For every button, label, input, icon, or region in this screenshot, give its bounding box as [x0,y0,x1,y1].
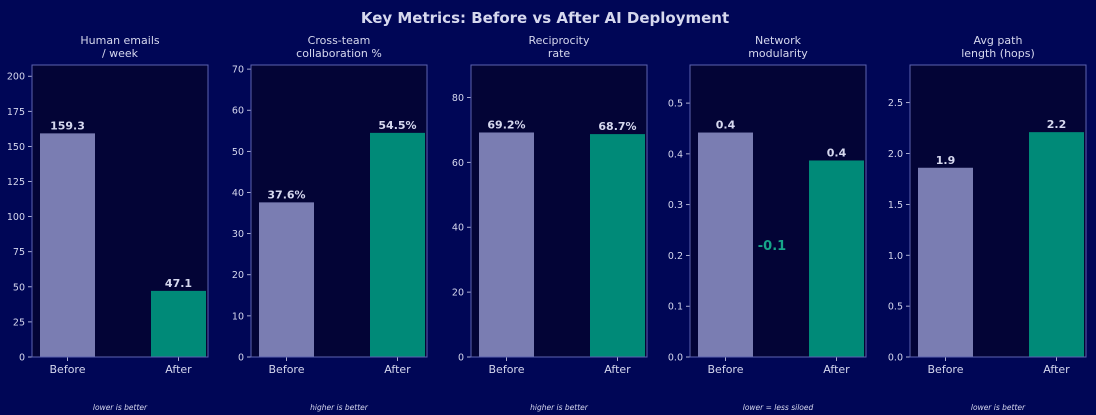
bar-value-label: 2.2 [1047,118,1067,131]
bar-value-label: 0.4 [827,146,847,159]
y-tick-label: 100 [7,212,25,223]
chart-panel: Network modularity 0.0 0.1 0.2 0.3 0.4 0.5 0.4 Be… [668,34,867,412]
y-tick-label: 0.5 [888,302,903,313]
figure-title: Key Metrics: Before vs After AI Deployme… [361,9,729,27]
panel-title-line: Avg path [974,34,1023,47]
y-tick-label: 80 [452,93,464,104]
y-tick-label: 20 [452,288,464,299]
x-tick-label: After [604,363,631,376]
chart-panel: Avg path length (hops) 0.0 0.5 1.0 1.5 2.0 2.5 1… [888,34,1087,412]
plot-frame [689,64,867,358]
y-tick-label: 30 [232,229,244,240]
bar-value-label: 0.4 [716,119,736,132]
panel-title: Cross-team collaboration % [296,34,382,60]
y-tick-label: 0.5 [668,99,683,110]
y-tick-label: 10 [232,311,244,322]
bar-value-label: 54.5% [378,119,416,132]
bar-after [370,132,425,357]
x-tick-label: After [384,363,411,376]
y-tick-label: 0.1 [668,302,683,313]
panel-title: Human emails / week [80,34,160,60]
bar-value-label: 37.6% [267,188,305,201]
x-tick-label: After [165,363,192,376]
y-tick-label: 175 [7,107,25,118]
bar-before [698,132,753,357]
bar-after [590,134,645,357]
change-annotation: -0.1 [758,239,786,254]
y-tick-label: 1.0 [888,251,903,262]
panel-title-line: Cross-team [308,34,371,47]
x-tick-label: Before [50,363,86,376]
x-tick-label: Before [928,363,964,376]
bar-after [1029,132,1084,357]
y-tick-label: 20 [232,270,244,281]
chart-panel: Cross-team collaboration % 0 10 20 30 40 50 60 70… [232,34,428,412]
bar-value-label: 69.2% [487,118,525,131]
y-tick-label: 75 [13,247,25,258]
panel-footnote: higher is better [530,403,589,412]
panel-title-line: modularity [748,47,808,60]
y-tick-label: 70 [232,65,244,76]
chart-panel: Human emails / week 0 25 50 75 100 125 150 175 200… [7,34,209,412]
y-tick-label: 60 [452,158,464,169]
bar-before [918,167,973,357]
plot-frame [31,64,209,358]
panel-footnote: higher is better [310,403,369,412]
bar-before [40,133,95,357]
panel-title: Reciprocity rate [529,34,590,60]
panel-title-line: Human emails [80,34,160,47]
y-tick-label: 0.0 [668,353,683,364]
bar-value-label: 1.9 [936,154,956,167]
panel-title-line: Reciprocity [529,34,590,47]
y-tick-label: 1.5 [888,200,903,211]
y-tick-label: 200 [7,72,25,83]
x-tick-label: After [1043,363,1070,376]
plot-frame [909,64,1087,358]
bar-value-label: 159.3 [50,119,85,132]
x-tick-label: After [823,363,850,376]
x-tick-label: Before [708,363,744,376]
panel-title: Avg path length (hops) [961,34,1035,60]
y-tick-label: 0.2 [668,251,683,262]
chart-panel: Reciprocity rate 0 20 40 60 80 69.2% Before 68.7%… [452,34,648,412]
y-tick-label: 2.5 [888,98,903,109]
y-tick-label: 40 [232,188,244,199]
y-tick-label: 0 [19,353,25,364]
y-tick-label: 60 [232,106,244,117]
panel-title-line: Network [755,34,802,47]
y-tick-label: 50 [13,282,25,293]
bar-before [479,132,534,357]
x-tick-label: Before [269,363,305,376]
x-tick-label: Before [489,363,525,376]
bar-value-label: 68.7% [598,120,636,133]
y-tick-label: 0.4 [668,149,683,160]
panel-title-line: collaboration % [296,47,382,60]
bar-after [809,160,864,357]
y-tick-label: 0.0 [888,353,903,364]
y-tick-label: 50 [232,147,244,158]
bar-after [151,290,206,357]
y-tick-label: 40 [452,223,464,234]
plot-frame [470,64,648,358]
panel-title: Network modularity [748,34,808,60]
panel-footnote: lower is better [971,403,1026,412]
panel-footnote: lower = less siloed [743,403,814,412]
y-tick-label: 0 [238,353,244,364]
y-tick-label: 2.0 [888,149,903,160]
panel-title-line: / week [102,47,139,60]
panel-footnote: lower is better [93,403,148,412]
panel-title-line: rate [548,47,571,60]
y-tick-label: 0 [458,353,464,364]
y-tick-label: 125 [7,177,25,188]
plot-frame [250,64,428,358]
y-tick-label: 25 [13,317,25,328]
y-tick-label: 150 [7,142,25,153]
y-tick-label: 0.3 [668,200,683,211]
panels: Human emails / week0255075100125150175200… [7,34,1087,412]
bar-before [259,202,314,357]
bar-value-label: 47.1 [165,277,192,290]
panel-title-line: length (hops) [961,47,1035,60]
